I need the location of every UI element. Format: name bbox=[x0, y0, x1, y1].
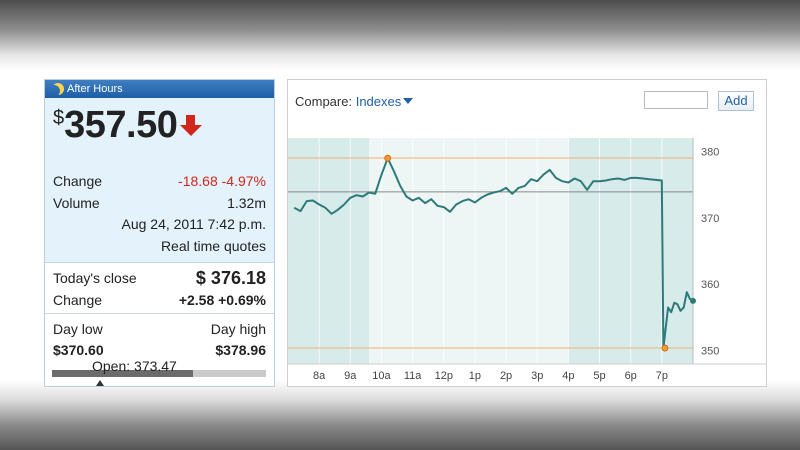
compare-label: Compare: bbox=[295, 94, 353, 109]
x-tick-label: 8a bbox=[313, 370, 326, 382]
compare-symbol-input[interactable] bbox=[644, 91, 708, 109]
last-price-point bbox=[690, 297, 696, 304]
extreme-point bbox=[661, 344, 669, 352]
caret-down-icon bbox=[403, 98, 414, 104]
day-low-label: Day low bbox=[53, 321, 103, 337]
y-tick-label: 360 bbox=[701, 279, 719, 291]
ah-change-row: Change -18.68 -4.97% bbox=[53, 172, 266, 190]
x-tick-label: 4p bbox=[562, 370, 574, 382]
day-high-value: $378.96 bbox=[215, 342, 266, 358]
after-hours-label: After Hours bbox=[67, 83, 123, 95]
x-tick-label: 12p bbox=[435, 370, 453, 382]
ah-change-value: -18.68 -4.97% bbox=[178, 173, 266, 189]
after-hours-price: $357.50 bbox=[53, 104, 203, 148]
x-tick-label: 1p bbox=[469, 370, 481, 382]
close-value: $ 376.18 bbox=[195, 268, 266, 288]
y-tick-label: 380 bbox=[701, 146, 719, 158]
day-range-fill bbox=[52, 370, 194, 377]
range-value-row: $370.60 $378.96 bbox=[53, 341, 266, 359]
price-series-line bbox=[293, 157, 694, 349]
compare-dropdown-label: Indexes bbox=[355, 94, 402, 109]
x-tick-label: 9a bbox=[344, 370, 357, 382]
close-row: Today's close $ 376.18 bbox=[53, 269, 266, 287]
x-tick-label: 11a bbox=[404, 370, 422, 382]
currency-symbol: $ bbox=[53, 107, 65, 129]
x-tick-label: 3p bbox=[531, 370, 543, 382]
ah-datetime: Aug 24, 2011 7:42 p.m. bbox=[121, 216, 266, 232]
price-chart: 350 360 370 380 8a 9a 10a 11a 12p 1p 2p 3p 4p 5p 6p 7p bbox=[288, 138, 766, 382]
ah-volume-label: Volume bbox=[53, 195, 100, 211]
open-label: Open: 373.47 bbox=[92, 358, 177, 374]
realtime-label: Real time quotes bbox=[160, 238, 266, 254]
close-change-value: +2.58 +0.69% bbox=[178, 292, 266, 308]
close-change-row: Change +2.58 +0.69% bbox=[53, 291, 266, 309]
day-low-value: $370.60 bbox=[53, 342, 104, 358]
day-range-bar bbox=[52, 370, 266, 377]
close-quote: Today's close $ 376.18 Change +2.58 +0.6… bbox=[45, 263, 274, 314]
quote-panel: After Hours $357.50 Change -18.68 -4.97%… bbox=[44, 79, 275, 387]
premarket-shade bbox=[288, 138, 369, 364]
y-tick-label: 370 bbox=[701, 213, 719, 225]
y-tick-label: 350 bbox=[701, 346, 719, 358]
x-tick-label: 5p bbox=[593, 370, 605, 382]
ah-realtime-row: Real time quotes bbox=[53, 237, 266, 255]
ah-change-label: Change bbox=[53, 173, 103, 189]
after-hours-quote: $357.50 Change -18.68 -4.97% Volume 1.32… bbox=[45, 98, 274, 263]
chart-panel: Compare: Indexes Add 350 360 370 380 8a 9a 10a… bbox=[287, 79, 767, 387]
close-change-label: Change bbox=[53, 292, 103, 308]
compare-control: Compare: Indexes bbox=[295, 94, 414, 109]
x-tick-label: 7p bbox=[656, 370, 668, 382]
ah-volume-row: Volume 1.32m bbox=[53, 194, 266, 212]
moon-icon bbox=[52, 83, 64, 95]
close-label: Today's close bbox=[53, 270, 137, 286]
price-value: 357.50 bbox=[64, 104, 178, 146]
x-tick-label: 10a bbox=[372, 370, 391, 382]
open-marker-icon bbox=[96, 380, 105, 386]
x-tick-label: 2p bbox=[500, 370, 512, 382]
down-arrow-icon bbox=[179, 113, 203, 139]
ah-volume-value: 1.32m bbox=[227, 195, 266, 211]
day-high-label: Day high bbox=[210, 321, 266, 337]
add-button[interactable]: Add bbox=[718, 91, 754, 111]
ah-datetime-row: Aug 24, 2011 7:42 p.m. bbox=[53, 215, 266, 233]
extreme-point bbox=[384, 154, 392, 162]
day-range: Day low Day high $370.60 $378.96 bbox=[45, 314, 274, 386]
x-tick-label: 6p bbox=[625, 370, 637, 382]
after-hours-header: After Hours bbox=[45, 80, 274, 98]
range-label-row: Day low Day high bbox=[53, 320, 266, 338]
compare-dropdown[interactable]: Indexes bbox=[356, 94, 414, 109]
